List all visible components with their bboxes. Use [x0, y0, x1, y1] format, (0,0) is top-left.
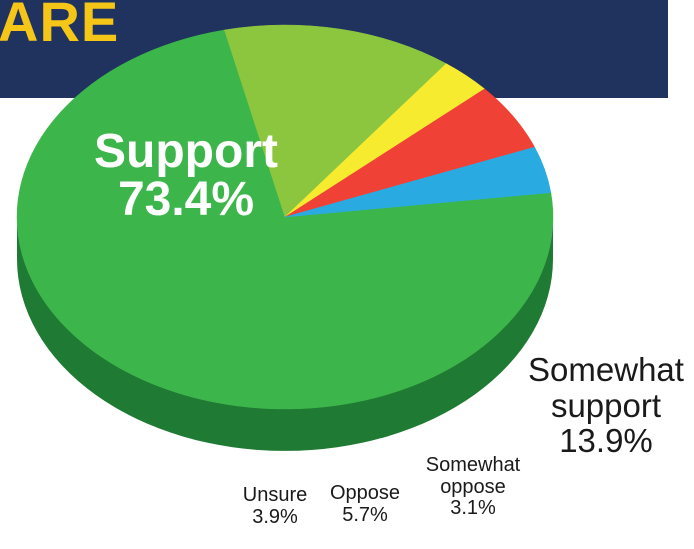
slice-label-support: Support 73.4% [86, 128, 286, 224]
slice-support [16, 29, 554, 410]
slice-label-somewhat-support-name-2: support [550, 386, 662, 424]
pie-top-faces [16, 24, 554, 410]
slice-unsure [284, 146, 552, 218]
pie-side-walls [17, 217, 553, 451]
slice-label-support-value: 73.4% [117, 173, 255, 226]
slice-label-somewhat-oppose-name-2: oppose [440, 475, 506, 498]
slice-somewhat-support [224, 24, 447, 218]
slice-label-oppose-value: 5.7% [342, 503, 388, 526]
slice-label-somewhat-support: Somewhat support 13.9% [526, 352, 686, 459]
slice-label-oppose: Oppose 5.7% [320, 482, 410, 526]
slice-label-unsure: Unsure 3.9% [230, 484, 320, 528]
slice-label-unsure-value: 3.9% [252, 505, 298, 528]
slice-label-unsure-name: Unsure [242, 484, 308, 506]
slice-label-somewhat-oppose-value: 3.1% [450, 497, 496, 520]
slice-label-somewhat-support-value: 13.9% [559, 422, 653, 460]
slice-side-support [17, 217, 553, 451]
slice-label-somewhat-support-name: Somewhat [528, 351, 684, 388]
slice-label-oppose-name: Oppose [329, 482, 401, 504]
slice-label-somewhat-oppose-name: Somewhat [425, 454, 521, 476]
slice-label-support-name: Support [94, 125, 278, 178]
slice-label-somewhat-oppose: Somewhat oppose 3.1% [418, 454, 528, 520]
header-title: ARE [0, 0, 120, 53]
